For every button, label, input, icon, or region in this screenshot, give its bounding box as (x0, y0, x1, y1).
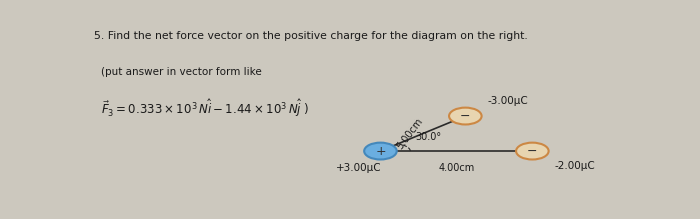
Text: 30.0°: 30.0° (416, 132, 442, 142)
Text: +: + (375, 145, 386, 157)
Text: -2.00μC: -2.00μC (554, 161, 595, 171)
Text: 4.00cm: 4.00cm (438, 163, 475, 173)
Text: $\vec{F}_3 = 0.333 \times 10^3\,N\hat{i} - 1.44 \times 10^3\,N\hat{j}$ ): $\vec{F}_3 = 0.333 \times 10^3\,N\hat{i}… (101, 97, 309, 119)
Text: -3.00μC: -3.00μC (487, 96, 528, 106)
Text: +3.00μC: +3.00μC (336, 163, 382, 173)
Ellipse shape (516, 143, 549, 159)
Ellipse shape (449, 108, 482, 124)
Text: 5. Find the net force vector on the positive charge for the diagram on the right: 5. Find the net force vector on the posi… (94, 31, 528, 41)
Text: (put answer in vector form like: (put answer in vector form like (101, 67, 262, 77)
Text: −: − (527, 145, 538, 157)
Ellipse shape (364, 143, 397, 159)
Text: −: − (460, 110, 470, 123)
Text: 5.00cm: 5.00cm (394, 116, 424, 151)
